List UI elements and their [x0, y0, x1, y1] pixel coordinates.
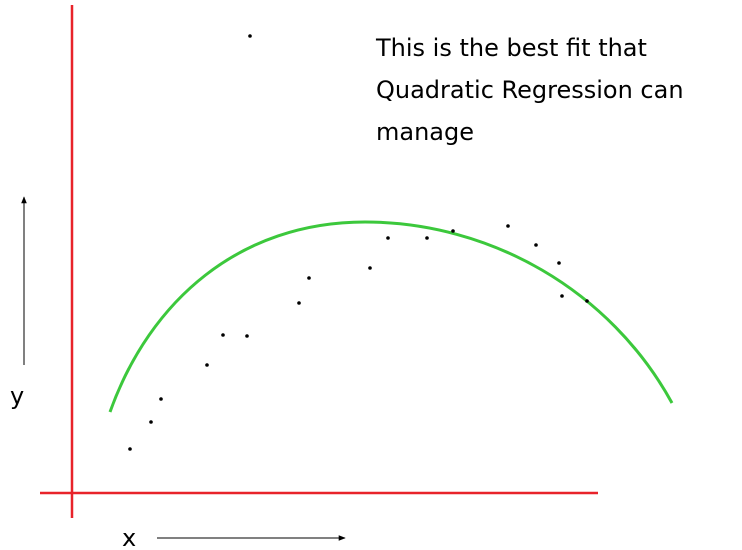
point: [557, 261, 561, 265]
point: [307, 276, 311, 280]
point: [245, 334, 249, 338]
y-axis-label: y: [10, 382, 24, 410]
point: [451, 229, 455, 233]
point: [128, 447, 132, 451]
point: [248, 34, 252, 38]
point: [425, 236, 429, 240]
point: [585, 299, 589, 303]
point: [534, 243, 538, 247]
annotation-line: This is the best fit that: [375, 34, 647, 62]
point: [386, 236, 390, 240]
point: [506, 224, 510, 228]
point: [368, 266, 372, 270]
point: [149, 420, 153, 424]
data-points: [128, 34, 589, 451]
fit-curve: [108, 220, 674, 413]
annotation-line: Quadratic Regression can: [376, 76, 684, 104]
annotation-line: manage: [376, 118, 474, 146]
point: [205, 363, 209, 367]
x-axis-label: x: [122, 524, 136, 550]
point: [297, 301, 301, 305]
point: [221, 333, 225, 337]
point: [159, 397, 163, 401]
point: [560, 294, 564, 298]
